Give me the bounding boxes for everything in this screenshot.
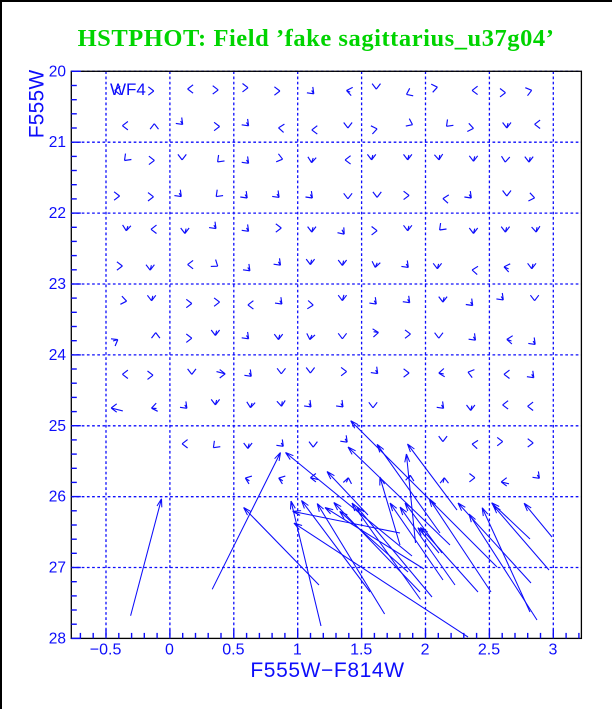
svg-text:2: 2 [421,642,430,659]
svg-text:1.5: 1.5 [350,642,372,659]
svg-text:−0.5: −0.5 [90,642,122,659]
svg-text:25: 25 [49,418,66,435]
svg-text:23: 23 [49,276,66,293]
svg-text:1: 1 [293,642,302,659]
svg-text:2.5: 2.5 [478,642,500,659]
svg-text:20: 20 [49,63,67,80]
svg-text:0: 0 [165,642,174,659]
svg-text:24: 24 [49,347,67,364]
svg-text:F555W−F814W: F555W−F814W [250,659,404,682]
svg-text:26: 26 [49,489,66,506]
svg-text:0.5: 0.5 [222,642,244,659]
svg-text:28: 28 [49,630,66,647]
svg-text:21: 21 [49,134,66,151]
svg-text:22: 22 [49,205,66,222]
svg-text:F555W: F555W [26,70,49,139]
svg-text:27: 27 [49,560,66,577]
svg-text:3: 3 [548,642,557,659]
svg-text:HSTPHOT: Field ’fake sagittari: HSTPHOT: Field ’fake sagittarius_u37g04’ [78,25,555,52]
